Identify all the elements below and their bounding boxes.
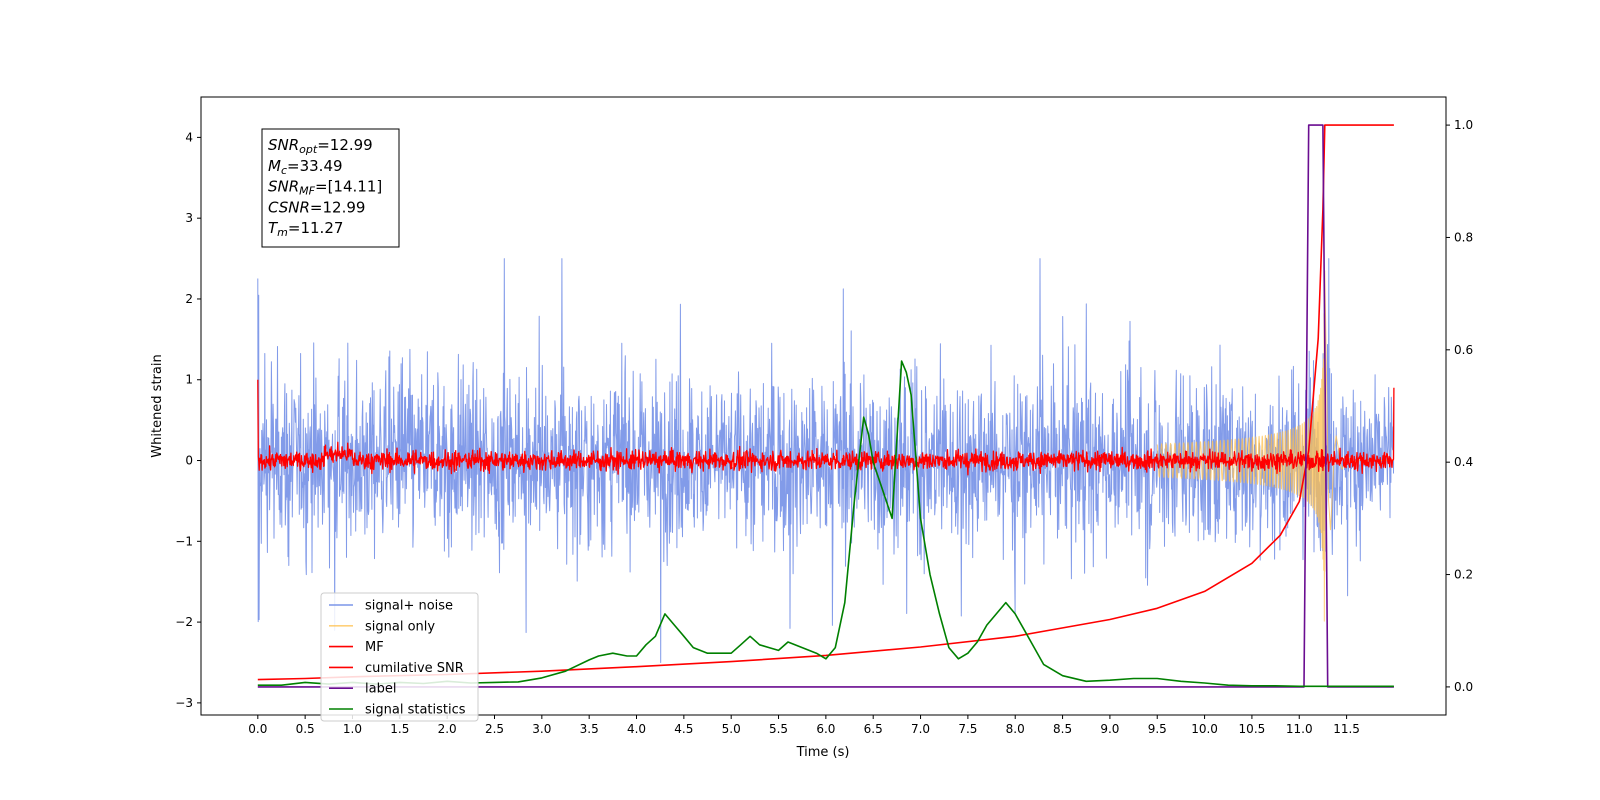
x-tick-label: 5.0 — [722, 722, 741, 736]
x-tick-label: 9.5 — [1148, 722, 1167, 736]
legend-label: signal+ noise — [365, 599, 453, 614]
x-tick-label: 5.5 — [769, 722, 788, 736]
legend-label: cumilative SNR — [365, 661, 464, 676]
annotation-line: Mc=33.49 — [268, 157, 343, 177]
stats-annotation: SNRopt=12.99Mc=33.49SNRMF=[14.11]CSNR=12… — [261, 128, 400, 248]
x-tick-label: 0.0 — [248, 722, 267, 736]
annotation-frame — [261, 128, 400, 248]
x-tick-label: 0.5 — [296, 722, 315, 736]
annotation-line: CSNR=12.99 — [268, 198, 365, 216]
y2-tick-label: 1.0 — [1454, 118, 1473, 132]
y2-tick-label: 0.4 — [1454, 455, 1473, 469]
series-signal-only — [1156, 270, 1394, 622]
y-tick-label: 4 — [185, 130, 193, 144]
series-mf — [257, 379, 1395, 476]
x-tick-label: 3.0 — [532, 722, 551, 736]
x-tick-label: 9.0 — [1100, 722, 1119, 736]
x-tick-label: 11.0 — [1286, 722, 1313, 736]
x-axis-label: Time (s) — [796, 745, 850, 760]
x-tick-label: 8.5 — [1053, 722, 1072, 736]
legend-label: signal statistics — [365, 703, 466, 718]
legend-label: label — [365, 682, 396, 697]
series-signal-noise — [257, 258, 1395, 663]
annotation-line: SNRopt=12.99 — [268, 136, 373, 156]
legend-label: signal only — [365, 619, 435, 634]
x-tick-label: 1.5 — [390, 722, 409, 736]
x-tick-label: 8.0 — [1006, 722, 1025, 736]
x-tick-label: 10.5 — [1239, 722, 1266, 736]
x-tick-label: 4.5 — [674, 722, 693, 736]
annotation-line: Tm=11.27 — [268, 219, 343, 239]
x-tick-label: 2.0 — [438, 722, 457, 736]
y-tick-label: 2 — [185, 292, 193, 306]
y-tick-label: −2 — [175, 615, 193, 629]
y2-tick-label: 0.0 — [1454, 680, 1473, 694]
y-tick-label: −3 — [175, 696, 193, 710]
x-tick-label: 6.0 — [816, 722, 835, 736]
x-tick-label: 4.0 — [627, 722, 646, 736]
legend: signal+ noise signal only MF cumilative SNR… — [320, 592, 479, 722]
series-cumilative-snr — [257, 124, 1394, 681]
y-axis-label: Whitened strain — [150, 354, 165, 457]
x-tick-label: 11.5 — [1333, 722, 1360, 736]
y-tick-label: −1 — [175, 534, 193, 548]
y-tick-label: 0 — [185, 454, 193, 468]
x-tick-label: 2.5 — [485, 722, 504, 736]
y2-tick-label: 0.6 — [1454, 343, 1473, 357]
annotation-line: SNRMF=[14.11] — [268, 178, 382, 198]
x-tick-label: 6.5 — [864, 722, 883, 736]
x-tick-label: 7.0 — [911, 722, 930, 736]
y2-tick-label: 0.8 — [1454, 230, 1473, 244]
x-tick-label: 10.0 — [1191, 722, 1218, 736]
x-tick-label: 1.0 — [343, 722, 362, 736]
x-tick-label: 3.5 — [580, 722, 599, 736]
plot-frame — [200, 96, 1447, 716]
y2-tick-label: 0.2 — [1454, 568, 1473, 582]
y-tick-label: 1 — [185, 373, 193, 387]
x-tick-label: 7.5 — [958, 722, 977, 736]
series-signal-statistics — [257, 360, 1394, 688]
y-tick-label: 3 — [185, 211, 193, 225]
legend-frame — [320, 592, 479, 722]
legend-label: MF — [365, 640, 384, 655]
